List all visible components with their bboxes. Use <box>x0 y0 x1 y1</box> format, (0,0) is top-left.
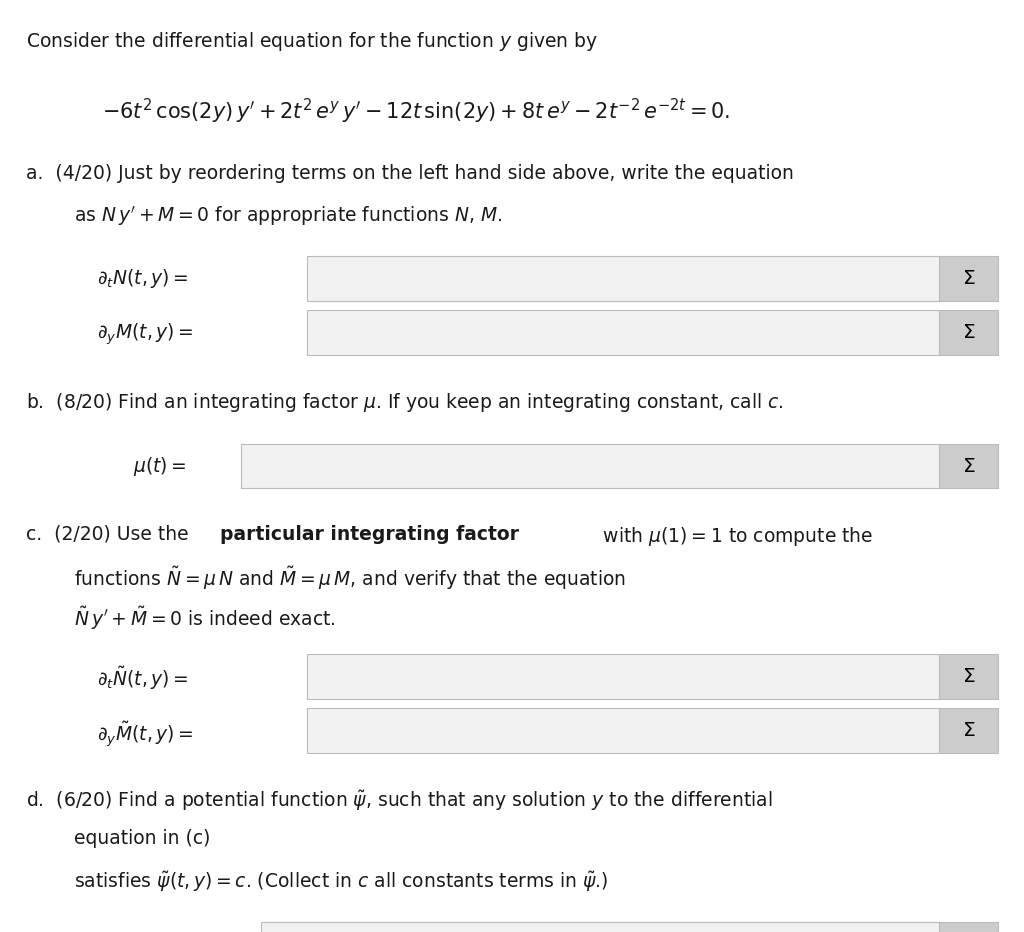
FancyBboxPatch shape <box>307 256 939 301</box>
Text: b.  (8/20) Find an integrating factor $\mu$. If you keep an integrating constant: b. (8/20) Find an integrating factor $\m… <box>26 391 783 415</box>
Text: as $N\,y' + M = 0$ for appropriate functions $N$, $M$.: as $N\,y' + M = 0$ for appropriate funct… <box>74 204 502 228</box>
FancyBboxPatch shape <box>307 708 939 753</box>
FancyBboxPatch shape <box>939 708 998 753</box>
FancyBboxPatch shape <box>241 444 939 488</box>
Text: equation in (c): equation in (c) <box>74 829 210 848</box>
Text: $-6t^2\,\cos(2y)\,y' + 2t^2\,e^y\,y' - 12t\,\sin(2y) + 8t\,e^y - 2t^{-2}\,e^{-2t: $-6t^2\,\cos(2y)\,y' + 2t^2\,e^y\,y' - 1… <box>102 97 731 126</box>
Text: c.  (2/20) Use the: c. (2/20) Use the <box>26 525 195 543</box>
Text: a.  (4/20) Just by reordering terms on the left hand side above, write the equat: a. (4/20) Just by reordering terms on th… <box>26 164 794 183</box>
FancyBboxPatch shape <box>261 922 939 932</box>
Text: $\partial_y M(t, y) =$: $\partial_y M(t, y) =$ <box>97 322 194 347</box>
Text: with $\mu(1) = 1$ to compute the: with $\mu(1) = 1$ to compute the <box>597 525 873 548</box>
Text: $\Sigma$: $\Sigma$ <box>962 269 976 288</box>
FancyBboxPatch shape <box>939 922 998 932</box>
Text: $\Sigma$: $\Sigma$ <box>962 721 976 740</box>
Text: $\mu(t) =$: $\mu(t) =$ <box>133 455 186 478</box>
Text: $\tilde{N}\,y' + \tilde{M} = 0$ is indeed exact.: $\tilde{N}\,y' + \tilde{M} = 0$ is indee… <box>74 605 336 632</box>
Text: d.  (6/20) Find a potential function $\tilde{\psi}$, such that any solution $y$ : d. (6/20) Find a potential function $\ti… <box>26 789 772 814</box>
Text: $\partial_t \tilde{N}(t, y) =$: $\partial_t \tilde{N}(t, y) =$ <box>97 665 189 692</box>
Text: $\partial_y \tilde{M}(t, y) =$: $\partial_y \tilde{M}(t, y) =$ <box>97 720 194 749</box>
Text: satisfies $\tilde{\psi}(t, y) = c$. (Collect in $c$ all constants terms in $\til: satisfies $\tilde{\psi}(t, y) = c$. (Col… <box>74 870 608 894</box>
FancyBboxPatch shape <box>939 310 998 355</box>
FancyBboxPatch shape <box>307 310 939 355</box>
Text: $\Sigma$: $\Sigma$ <box>962 667 976 686</box>
Text: $\Sigma$: $\Sigma$ <box>962 323 976 342</box>
FancyBboxPatch shape <box>939 654 998 699</box>
FancyBboxPatch shape <box>307 654 939 699</box>
FancyBboxPatch shape <box>939 256 998 301</box>
Text: particular integrating factor: particular integrating factor <box>220 525 519 543</box>
Text: $\Sigma$: $\Sigma$ <box>962 457 976 475</box>
Text: $\partial_t N(t, y) =$: $\partial_t N(t, y) =$ <box>97 267 189 291</box>
Text: Consider the differential equation for the function $y$ given by: Consider the differential equation for t… <box>26 30 598 53</box>
Text: functions $\tilde{N} = \mu\,N$ and $\tilde{M} = \mu\,M$, and verify that the equ: functions $\tilde{N} = \mu\,N$ and $\til… <box>74 565 626 592</box>
FancyBboxPatch shape <box>939 444 998 488</box>
